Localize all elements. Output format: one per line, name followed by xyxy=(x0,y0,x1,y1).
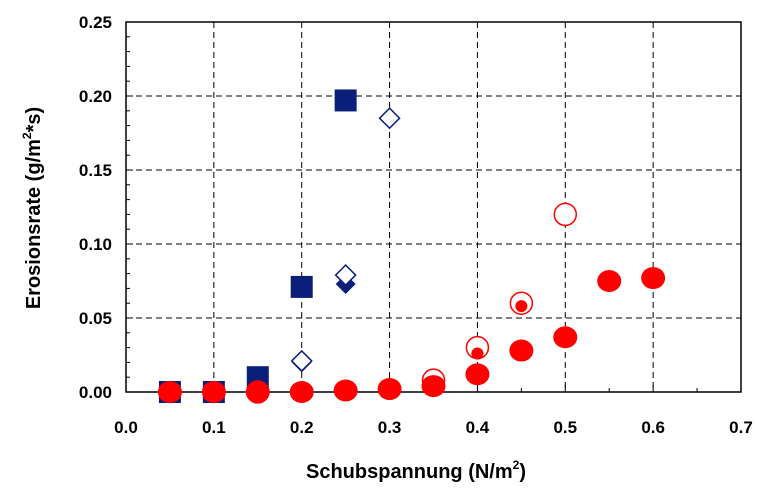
x-tick-label: 0.3 xyxy=(378,418,402,437)
plot-frame xyxy=(125,21,742,393)
y-tick-label: 0.00 xyxy=(79,383,112,402)
grid xyxy=(126,21,742,392)
x-tick-label: 0.2 xyxy=(290,418,314,437)
data-point-filled-circle xyxy=(377,378,402,401)
data-point-filled-circle xyxy=(245,381,270,403)
x-tick-label: 0.1 xyxy=(202,418,226,437)
axes xyxy=(125,21,742,393)
x-tick-label: 0.6 xyxy=(641,418,665,437)
data-point-filled-circle xyxy=(201,381,226,403)
data-point-filled-circle xyxy=(421,375,446,398)
y-tick-label: 0.05 xyxy=(79,309,112,328)
x-tick-label: 0.5 xyxy=(553,418,577,437)
data-points xyxy=(157,89,666,404)
x-tick-label: 0.0 xyxy=(114,418,138,437)
data-point-filled-square xyxy=(290,275,313,298)
x-tick-label: 0.7 xyxy=(729,418,753,437)
x-tick-label: 0.4 xyxy=(466,418,490,437)
data-point-filled-square xyxy=(334,89,357,112)
data-point-open-circle xyxy=(553,202,578,227)
data-point-small-filled-circle xyxy=(471,347,484,360)
data-point-open-diamond xyxy=(334,264,357,287)
x-axis-title: Schubspannung (N/m2) xyxy=(306,458,526,483)
data-point-filled-circle xyxy=(641,267,666,290)
data-point-open-diamond xyxy=(290,349,313,372)
y-tick-label: 0.25 xyxy=(79,13,112,32)
y-tick-label: 0.10 xyxy=(79,235,112,254)
tick-labels: 0.0 0.1 0.2 0.3 0.4 0.5 0.6 0.7 0.00 0.05 0.10 0.15… xyxy=(79,13,753,437)
data-point-open-diamond xyxy=(378,107,401,130)
y-tick-label: 0.20 xyxy=(79,87,112,106)
data-point-small-filled-circle xyxy=(515,300,528,313)
data-point-filled-circle xyxy=(553,326,578,349)
y-axis-title: Erosionsrate (g/m2*s) xyxy=(20,107,45,309)
data-point-filled-circle xyxy=(509,339,534,362)
data-point-filled-circle xyxy=(333,379,358,402)
data-point-filled-circle xyxy=(597,270,622,292)
data-point-filled-circle xyxy=(289,381,314,403)
y-tick-label: 0.15 xyxy=(79,161,112,180)
data-point-filled-circle xyxy=(157,381,182,403)
data-point-filled-circle xyxy=(465,363,490,386)
